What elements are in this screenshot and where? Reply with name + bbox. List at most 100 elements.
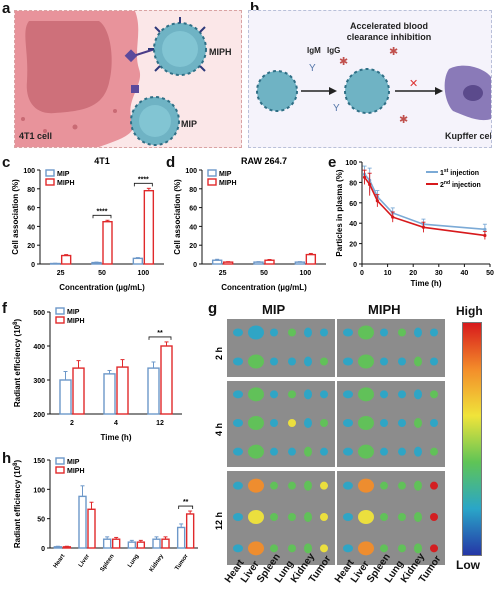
organ-signal-spot [270, 328, 278, 337]
y-tick-label: 20 [349, 242, 357, 249]
significance-label: **** [97, 208, 108, 215]
significance-bracket [92, 214, 112, 219]
bar-miph-4 [116, 366, 129, 415]
legend-swatch-mip [207, 169, 217, 177]
panel-b-schematic: Accelerated blood clearance inhibition I… [248, 10, 492, 148]
organ-signal-spot [414, 480, 422, 491]
bar-miph-kidney [161, 538, 170, 549]
organ-signal-spot [304, 480, 312, 491]
x-tick-label: 100 [299, 270, 311, 277]
y-tick-label: 80 [27, 187, 35, 194]
blood-clearance-illustration: Accelerated blood clearance inhibition I… [256, 21, 491, 141]
organ-signal-spot [343, 544, 353, 553]
y-tick-label: 100 [345, 160, 357, 167]
image-miph-12h [336, 470, 446, 566]
organ-signal-spot [358, 444, 374, 459]
organ-signal-spot [233, 390, 243, 399]
legend-swatch-miph [55, 466, 65, 474]
legend-swatch-miph [45, 178, 55, 186]
bar-mip-liver [78, 495, 87, 549]
y-tick-label: 0 [31, 262, 35, 269]
legend-swatch-mip [45, 169, 55, 177]
x-tick-label: 50 [98, 270, 106, 277]
miph-label: MIPH [209, 47, 232, 57]
organ-signal-spot [430, 481, 438, 490]
tumor-cell-illustration: 4T1 cell MIPH MIP [15, 11, 232, 147]
legend-label-1: 1st injection [440, 168, 479, 177]
legend-swatch-miph [55, 316, 65, 324]
organ-signal-spot [380, 544, 388, 553]
x-tick-label: Liver [78, 553, 92, 569]
data-point [375, 199, 379, 203]
data-point [421, 225, 426, 229]
y-tick-label: 0 [353, 262, 357, 269]
organ-signal-spot [430, 513, 438, 521]
organ-signal-spot [358, 510, 374, 524]
y-tick-label: 40 [27, 224, 35, 231]
organ-signal-spot [288, 481, 296, 490]
y-axis-label: Cell association (%) [11, 179, 20, 255]
organ-signal-spot [414, 512, 422, 522]
image-miph-4h [336, 380, 446, 468]
organ-signal-spot [248, 541, 264, 556]
organ-signal-spot [288, 544, 296, 553]
organ-signal-spot [288, 447, 296, 456]
data-point [483, 233, 487, 238]
organ-signal-spot [380, 328, 388, 337]
x-tick-label: 0 [360, 270, 364, 277]
image-mip-12h [226, 470, 336, 566]
organ-signal-spot [343, 447, 353, 456]
organ-signal-spot [248, 510, 264, 524]
organ-signal-spot [248, 387, 264, 402]
y-tick-label: 100 [185, 168, 197, 175]
bar-miph-25 [60, 254, 72, 265]
bar-mip-50 [91, 261, 102, 265]
panel-label-f: f [2, 300, 7, 317]
panel-b-title-line1: Accelerated blood [350, 21, 428, 31]
panel-label-g: g [208, 300, 218, 317]
legend-label-miph: MIPH [57, 180, 75, 187]
bar-miph-100 [143, 189, 155, 265]
organ-signal-spot [343, 328, 353, 337]
organ-signal-spot [248, 444, 264, 459]
organ-signal-spot [398, 481, 406, 490]
x-tick-label: 2 [70, 420, 74, 427]
organ-signal-spot [233, 513, 243, 521]
organ-signal-spot [380, 390, 388, 399]
organ-signal-spot [414, 327, 422, 338]
y-tick-label: 40 [349, 221, 357, 228]
data-point [368, 182, 372, 187]
y-axis-label: Radiant efficiency (108) [13, 319, 22, 408]
organ-signal-spot [430, 357, 438, 366]
organ-signal-spot [320, 357, 328, 366]
x-tick-label: 50 [486, 270, 494, 277]
organ-signal-spot [380, 357, 388, 366]
organ-signal-spot [288, 513, 296, 521]
heatmap-row-label-4h: 4 h [214, 422, 224, 436]
organ-signal-spot [414, 389, 422, 400]
y-tick-label: 150 [33, 458, 45, 465]
y-tick-label: 40 [189, 224, 197, 231]
y-axis-label: Radiant efficiency (108) [13, 460, 22, 549]
y-tick-label: 60 [349, 201, 357, 208]
image-miph-2h [336, 318, 446, 378]
x-tick-label: Heart [53, 553, 67, 569]
organ-signal-spot [270, 390, 278, 399]
x-tick-label: Kidney [149, 553, 166, 573]
bar-mip-lung [127, 541, 137, 549]
y-tick-label: 100 [33, 487, 45, 494]
chart-c-4t1-association: 0 20 40 60 80 100 25 50 **** 100 **** 4T1 Concentrat… [11, 156, 164, 292]
chart-f-radiant-time: 200 300 400 500 2 4 12 ** Time (h) Radiant effici… [13, 307, 182, 442]
organ-signal-spot [430, 419, 438, 427]
organ-signal-spot [380, 481, 388, 490]
legend-label-mip: MIP [67, 459, 80, 466]
legend-label-miph: MIPH [67, 468, 85, 475]
organ-signal-spot [288, 357, 296, 366]
panel-label-h: h [2, 450, 12, 467]
y-tick-label: 500 [33, 310, 45, 317]
x-axis-label: Time (h) [101, 433, 132, 442]
legend-swatch-miph [207, 178, 217, 186]
organ-signal-spot [398, 390, 406, 399]
organ-signal-spot [398, 447, 406, 456]
bar-miph-lung [136, 541, 146, 549]
